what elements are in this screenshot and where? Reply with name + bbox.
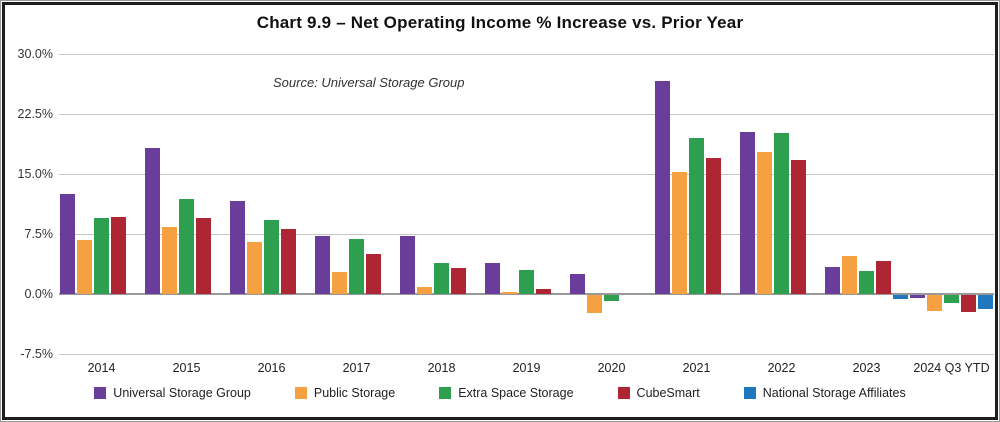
bar-universal-storage-group-2019: [485, 262, 500, 294]
bar-extra-space-storage-2021: [689, 138, 704, 294]
bar-cubesmart-2022: [791, 160, 806, 294]
x-axis-label: 2017: [342, 361, 371, 375]
bar-extra-space-storage-2014: [94, 218, 109, 294]
y-axis-label: -7.5%: [20, 347, 53, 361]
legend-item: Extra Space Storage: [439, 386, 574, 400]
bar-public-storage-2019: [502, 291, 517, 294]
bar-public-storage-2024-Q3-YTD: [927, 295, 942, 311]
y-axis-label: 0.0%: [24, 287, 54, 301]
bar-extra-space-storage-2020: [604, 295, 619, 302]
gridline: [59, 174, 994, 175]
bar-universal-storage-group-2017: [315, 235, 330, 294]
bar-national-storage-affiliates-2023: [893, 295, 908, 299]
bar-universal-storage-group-2022: [740, 131, 755, 294]
legend-swatch-icon: [439, 387, 452, 399]
x-axis-label: 2020: [597, 361, 626, 375]
bar-extra-space-storage-2016: [264, 219, 279, 294]
bar-universal-storage-group-2018: [400, 236, 415, 294]
y-axis-label: 15.0%: [17, 167, 53, 181]
bar-public-storage-2014: [77, 239, 92, 294]
bar-cubesmart-2024-Q3-YTD: [961, 295, 976, 312]
plot-area: 30.0% 22.5% 15.0% 7.5% 0.0% -7.5% 2014 2015 2016…: [5, 5, 995, 417]
x-axis-label: 2023: [852, 361, 881, 375]
source-note: Source: Universal Storage Group: [273, 75, 465, 90]
bar-universal-storage-group-2015: [145, 147, 160, 294]
bar-extra-space-storage-2019: [519, 270, 534, 294]
x-axis-label: 2015: [172, 361, 201, 375]
legend-swatch-icon: [743, 387, 756, 399]
legend-label: Universal Storage Group: [113, 386, 251, 400]
x-axis-label: 2018: [427, 361, 456, 375]
x-axis-label: 2014: [87, 361, 116, 375]
chart-title: Chart 9.9 – Net Operating Income % Incre…: [256, 13, 744, 32]
x-axis-label: 2016: [257, 361, 286, 375]
y-axis-label: 22.5%: [17, 107, 53, 121]
x-axis-label: 2019: [512, 361, 541, 375]
bar-extra-space-storage-2015: [179, 198, 194, 294]
bar-cubesmart-2023: [876, 261, 891, 294]
legend-item: National Storage Affiliates: [743, 386, 906, 400]
gridline: [59, 354, 994, 355]
bar-public-storage-2016: [247, 242, 262, 294]
bar-universal-storage-group-2014: [60, 194, 75, 294]
bar-cubesmart-2018: [451, 267, 466, 294]
bar-national-storage-affiliates-2024-Q3-YTD: [978, 295, 993, 310]
x-axis-label: 2022: [767, 361, 796, 375]
bar-extra-space-storage-2023: [859, 270, 874, 294]
legend-item: CubeSmart: [617, 386, 700, 400]
y-axis-label: 30.0%: [17, 47, 53, 61]
bar-universal-storage-group-2016: [230, 201, 245, 294]
y-axis-label: 7.5%: [24, 227, 54, 241]
legend-label: Extra Space Storage: [458, 386, 574, 400]
bar-public-storage-2018: [417, 286, 432, 294]
gridline: [59, 54, 994, 55]
bar-public-storage-2015: [162, 226, 177, 294]
bar-public-storage-2023: [842, 255, 857, 294]
bar-cubesmart-2016: [281, 229, 296, 294]
bar-extra-space-storage-2024-Q3-YTD: [944, 295, 959, 303]
zero-line: [59, 293, 994, 295]
bar-cubesmart-2015: [196, 218, 211, 294]
bar-cubesmart-2014: [111, 217, 126, 294]
bar-cubesmart-2017: [366, 254, 381, 294]
bar-extra-space-storage-2018: [434, 262, 449, 294]
bar-public-storage-2020: [587, 295, 602, 314]
legend-swatch-icon: [294, 387, 307, 399]
legend-label: National Storage Affiliates: [762, 386, 906, 400]
bar-extra-space-storage-2017: [349, 238, 364, 294]
bar-cubesmart-2021: [706, 158, 721, 294]
legend-item: Public Storage: [294, 386, 396, 400]
bar-universal-storage-group-2023: [825, 266, 840, 294]
bar-extra-space-storage-2022: [774, 133, 789, 294]
bar-universal-storage-group-2024-Q3-YTD: [910, 295, 925, 299]
gridline: [59, 114, 994, 115]
bar-universal-storage-group-2021: [655, 81, 670, 294]
bar-universal-storage-group-2020: [570, 274, 585, 294]
legend-swatch-icon: [617, 387, 630, 399]
legend-label: CubeSmart: [636, 386, 700, 400]
legend-swatch-icon: [94, 387, 107, 399]
legend-label: Public Storage: [313, 386, 396, 400]
bar-public-storage-2017: [332, 271, 347, 294]
legend-item: Universal Storage Group: [94, 386, 251, 400]
gridline: [59, 234, 994, 235]
legend: Universal Storage Group Public Storage Ext…: [5, 386, 995, 400]
x-axis-label: 2021: [682, 361, 711, 375]
x-axis-label: 2024 Q3 YTD: [913, 361, 990, 375]
bar-public-storage-2022: [757, 151, 772, 294]
bar-cubesmart-2019: [536, 289, 551, 294]
bar-public-storage-2021: [672, 171, 687, 294]
